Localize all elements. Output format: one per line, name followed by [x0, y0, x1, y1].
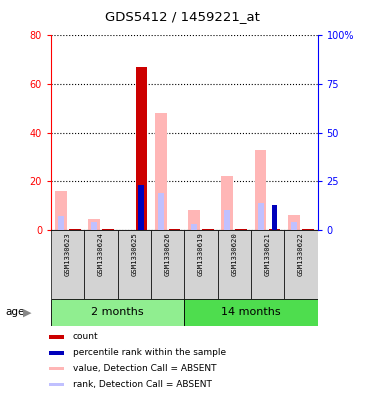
Bar: [49, 335, 64, 338]
Text: ▶: ▶: [23, 307, 32, 318]
Text: GSM1330625: GSM1330625: [131, 233, 137, 276]
Text: GDS5412 / 1459221_at: GDS5412 / 1459221_at: [105, 10, 260, 23]
Text: 2 months: 2 months: [91, 307, 144, 318]
Bar: [118, 230, 151, 299]
Bar: [218, 230, 251, 299]
Bar: [102, 229, 114, 230]
Text: count: count: [73, 332, 98, 341]
Text: GSM1330620: GSM1330620: [231, 233, 237, 276]
Text: rank, Detection Call = ABSENT: rank, Detection Call = ABSENT: [73, 380, 211, 389]
Bar: [258, 203, 264, 230]
Bar: [184, 230, 218, 299]
Bar: [188, 210, 200, 230]
Bar: [55, 191, 66, 230]
Bar: [91, 222, 97, 230]
Bar: [135, 67, 147, 230]
Bar: [84, 230, 118, 299]
Bar: [202, 229, 214, 230]
Bar: [288, 215, 300, 230]
Bar: [302, 229, 314, 230]
Text: value, Detection Call = ABSENT: value, Detection Call = ABSENT: [73, 364, 216, 373]
Bar: [49, 351, 64, 355]
Bar: [58, 216, 64, 230]
Text: 14 months: 14 months: [221, 307, 281, 318]
Text: age: age: [5, 307, 25, 318]
Text: percentile rank within the sample: percentile rank within the sample: [73, 348, 226, 357]
Bar: [155, 113, 166, 230]
Bar: [272, 205, 277, 230]
Text: GSM1330622: GSM1330622: [298, 233, 304, 276]
Text: GSM1330621: GSM1330621: [265, 233, 270, 276]
Bar: [224, 210, 230, 230]
Bar: [138, 185, 144, 230]
Bar: [291, 222, 297, 230]
Text: GSM1330619: GSM1330619: [198, 233, 204, 276]
Bar: [158, 193, 164, 230]
Bar: [151, 230, 184, 299]
Bar: [284, 230, 318, 299]
Bar: [51, 230, 84, 299]
Text: GSM1330626: GSM1330626: [165, 233, 171, 276]
Bar: [49, 383, 64, 386]
Text: GSM1330623: GSM1330623: [65, 233, 71, 276]
Bar: [191, 224, 197, 230]
Bar: [169, 229, 181, 230]
Bar: [184, 299, 318, 326]
Text: GSM1330624: GSM1330624: [98, 233, 104, 276]
Bar: [49, 367, 64, 370]
Bar: [235, 229, 247, 230]
Bar: [269, 229, 280, 230]
Bar: [251, 230, 284, 299]
Bar: [88, 219, 100, 230]
Bar: [69, 229, 81, 230]
Bar: [255, 150, 266, 230]
Bar: [51, 299, 184, 326]
Bar: [222, 176, 233, 230]
